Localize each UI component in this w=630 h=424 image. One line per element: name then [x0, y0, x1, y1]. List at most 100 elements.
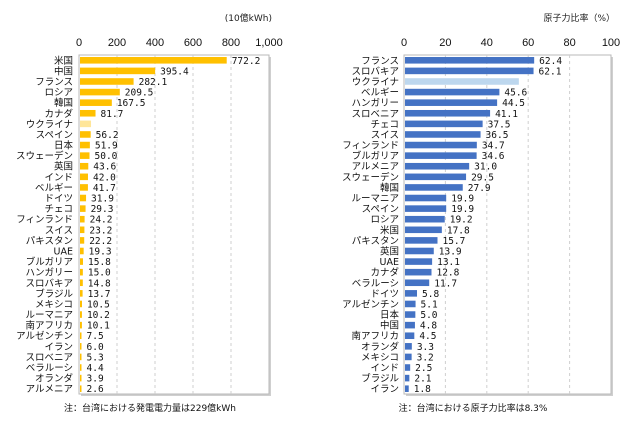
data-label: 19.9: [451, 194, 474, 205]
data-label: 36.5: [486, 130, 509, 141]
data-label: 3.9: [87, 374, 104, 385]
category-label: スイス: [45, 225, 73, 236]
data-label: 42.0: [93, 172, 116, 183]
category-label: 英国: [54, 161, 73, 173]
category-label: スロバキア: [25, 278, 73, 289]
data-label: 31.9: [91, 194, 114, 205]
data-label: 10.5: [87, 299, 110, 310]
left-note: 注：台湾における発電電力量は229億kWh: [64, 402, 236, 414]
category-label: スウェーデン: [16, 150, 73, 162]
bar: [80, 353, 82, 361]
bar: [405, 57, 535, 64]
data-label: 37.5: [488, 119, 511, 130]
data-label: 10.1: [87, 321, 110, 332]
category-label: カナダ: [370, 267, 399, 279]
data-label: 31.0: [474, 162, 497, 173]
right-note: 注：台湾における原子力比率は8.3%: [399, 402, 548, 414]
bar: [405, 311, 416, 318]
data-label: 1.8: [414, 384, 431, 395]
data-label: 17.8: [447, 225, 470, 236]
category-label: スイス: [371, 130, 399, 141]
data-label: 167.5: [117, 98, 146, 109]
data-label: 19.3: [89, 246, 112, 257]
bar: [405, 279, 430, 287]
category-label: ベルギー: [35, 183, 73, 194]
bar: [405, 385, 409, 392]
category-label: ウクライナ: [26, 119, 73, 130]
category-label: スペイン: [362, 204, 399, 215]
bar: [405, 141, 477, 149]
category-label: スペイン: [36, 130, 73, 141]
bar: [80, 385, 82, 392]
category-label: メキシコ: [35, 299, 73, 310]
data-label: 19.9: [451, 204, 474, 215]
data-label: 50.0: [95, 151, 118, 162]
plot-area: [78, 54, 270, 395]
bar: [405, 226, 442, 234]
category-label: 南アフリカ: [351, 330, 399, 342]
category-label: アルゼンチン: [342, 298, 399, 310]
bar: [405, 364, 411, 371]
category-label: アルメニア: [26, 384, 73, 395]
category-label: スロバキア: [351, 66, 399, 77]
data-label: 15.8: [88, 257, 111, 268]
category-label: スウェーデン: [342, 171, 399, 183]
data-label: 282.1: [139, 77, 168, 88]
x-tick-label: 0: [76, 37, 82, 49]
bar: [405, 247, 434, 255]
category-label: インド: [44, 172, 73, 183]
data-label: 56.2: [96, 130, 119, 141]
bar: [80, 343, 82, 350]
bar: [80, 184, 88, 191]
data-label: 7.5: [87, 331, 104, 342]
bar: [80, 109, 96, 117]
bar: [405, 343, 412, 350]
category-label: 韓国: [54, 98, 73, 109]
data-label: 5.0: [420, 310, 437, 321]
category-label: ルーマニア: [351, 194, 399, 205]
right-unit-label: 原子力比率（%）: [543, 12, 615, 24]
data-label: 4.5: [419, 331, 436, 342]
data-label: 2.6: [87, 384, 104, 395]
bar: [405, 152, 477, 159]
category-label: ブラジル: [35, 288, 73, 300]
category-label: UAE: [54, 246, 73, 257]
bar: [80, 57, 227, 64]
data-label: 209.5: [125, 88, 154, 99]
data-label: 81.7: [101, 109, 124, 120]
x-tick-label: 800: [222, 37, 240, 49]
bar: [80, 215, 85, 223]
category-label: アルメニア: [352, 162, 399, 173]
x-tick-label: 40: [481, 37, 493, 49]
data-label: 29.5: [471, 172, 494, 183]
category-label: ドイツ: [44, 194, 73, 205]
bar: [405, 67, 534, 75]
category-label: アルゼンチン: [16, 330, 73, 342]
bar: [405, 194, 447, 202]
bar: [405, 184, 463, 191]
bar: [80, 364, 82, 371]
category-label: フィンランド: [16, 215, 73, 226]
bar: [405, 237, 438, 244]
bar: [405, 290, 418, 297]
data-label: 51.9: [95, 141, 118, 152]
data-label: 13.7: [88, 289, 111, 300]
category-label: 韓国: [380, 183, 399, 194]
data-label: 13.9: [439, 246, 462, 257]
category-label: 英国: [380, 245, 399, 257]
bar: [80, 237, 85, 244]
bar: [405, 205, 447, 212]
data-label: 11.7: [434, 278, 457, 289]
data-label: 45.6: [504, 88, 527, 99]
bar: [80, 290, 83, 297]
data-label: 14.8: [88, 278, 111, 289]
right-chart-nuclear-ratio: 原子力比率（%） 注：台湾における原子力比率は8.3% 0 20 40 60 80 100…: [342, 12, 620, 414]
data-label: 19.2: [450, 215, 473, 226]
data-label: 3.3: [417, 342, 434, 353]
data-label: 15.7: [442, 236, 465, 247]
bar: [80, 226, 85, 234]
data-label: 44.5: [502, 98, 525, 109]
category-label: 中国: [380, 320, 399, 332]
bar: [80, 374, 82, 382]
category-label: 米国: [54, 55, 73, 67]
